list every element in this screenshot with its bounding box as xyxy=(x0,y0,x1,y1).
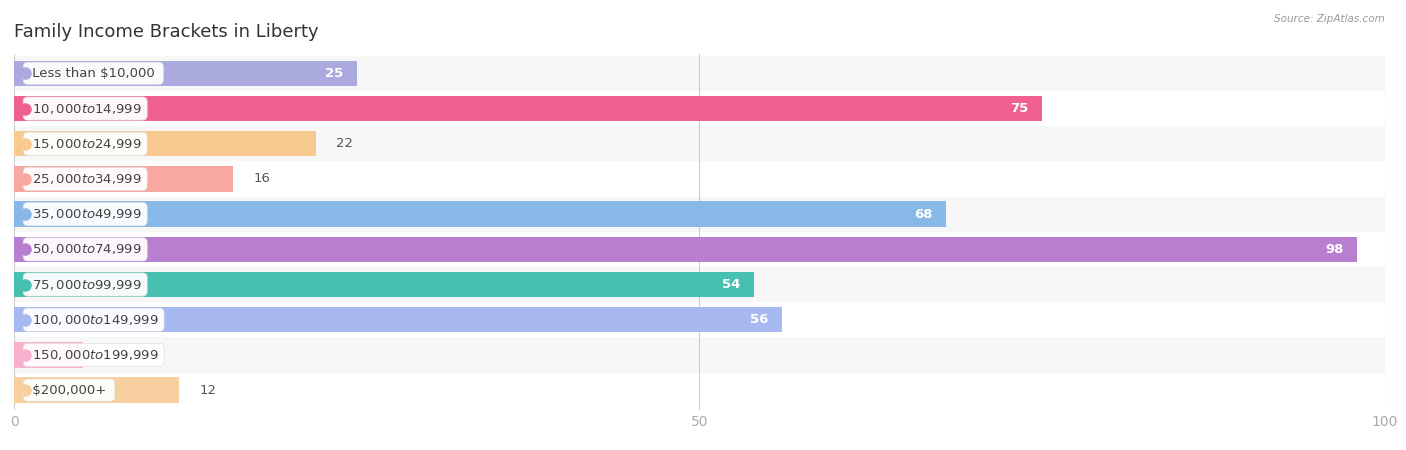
Bar xyxy=(14,302,1385,338)
Bar xyxy=(14,232,1385,267)
Text: $75,000 to $99,999: $75,000 to $99,999 xyxy=(28,278,142,292)
Bar xyxy=(14,338,1385,373)
Text: $100,000 to $149,999: $100,000 to $149,999 xyxy=(28,313,159,327)
Bar xyxy=(14,162,1385,197)
Bar xyxy=(14,131,315,157)
Text: 22: 22 xyxy=(336,137,353,150)
Text: 56: 56 xyxy=(749,313,768,326)
Text: Source: ZipAtlas.com: Source: ZipAtlas.com xyxy=(1274,14,1385,23)
Bar xyxy=(14,197,1385,232)
Bar xyxy=(14,373,1385,408)
Text: $35,000 to $49,999: $35,000 to $49,999 xyxy=(28,207,142,221)
Bar xyxy=(14,56,1385,91)
Text: $50,000 to $74,999: $50,000 to $74,999 xyxy=(28,243,142,256)
Bar xyxy=(14,267,1385,302)
Text: Less than $10,000: Less than $10,000 xyxy=(28,67,159,80)
Bar xyxy=(14,272,754,297)
Text: 68: 68 xyxy=(914,207,932,220)
Text: 54: 54 xyxy=(723,278,741,291)
Text: $200,000+: $200,000+ xyxy=(28,384,110,396)
Text: 98: 98 xyxy=(1326,243,1344,256)
Text: 12: 12 xyxy=(200,384,217,396)
Bar xyxy=(14,378,179,403)
Bar xyxy=(14,342,83,368)
Bar xyxy=(14,61,357,86)
Bar xyxy=(14,126,1385,162)
Text: $10,000 to $14,999: $10,000 to $14,999 xyxy=(28,102,142,116)
Bar xyxy=(14,166,233,192)
Text: 5: 5 xyxy=(103,348,111,361)
Text: $25,000 to $34,999: $25,000 to $34,999 xyxy=(28,172,142,186)
Bar xyxy=(14,96,1042,121)
Bar xyxy=(14,91,1385,126)
Text: $150,000 to $199,999: $150,000 to $199,999 xyxy=(28,348,159,362)
Bar xyxy=(14,202,946,227)
Text: 25: 25 xyxy=(325,67,343,80)
Text: $15,000 to $24,999: $15,000 to $24,999 xyxy=(28,137,142,151)
Text: 75: 75 xyxy=(1011,102,1029,115)
Text: 16: 16 xyxy=(254,172,271,185)
Bar xyxy=(14,307,782,333)
Text: Family Income Brackets in Liberty: Family Income Brackets in Liberty xyxy=(14,23,319,41)
Bar xyxy=(14,237,1358,262)
